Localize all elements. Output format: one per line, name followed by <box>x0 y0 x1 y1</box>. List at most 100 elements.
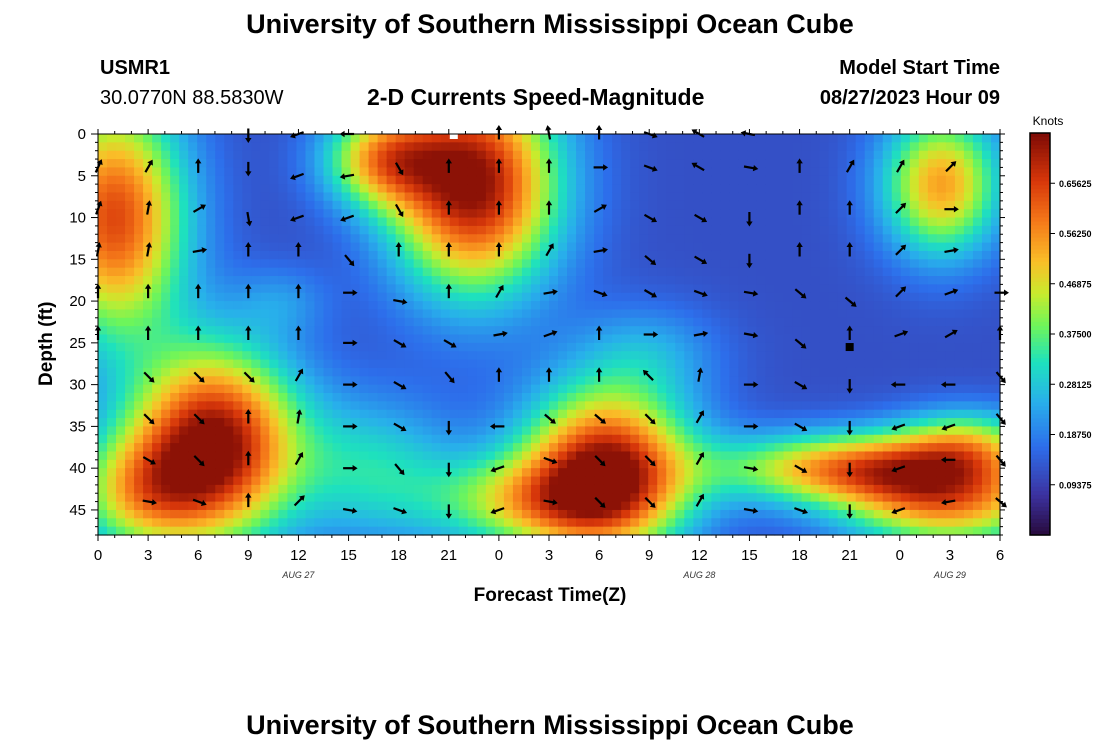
heatmap-cell <box>693 426 703 436</box>
heatmap-cell <box>864 242 875 252</box>
heatmap-cell <box>711 359 721 369</box>
heatmap-cell <box>657 493 667 503</box>
heatmap-cell <box>630 459 640 469</box>
heatmap-cell <box>413 267 424 277</box>
heatmap-cell <box>945 284 956 294</box>
heatmap-cell <box>485 159 496 169</box>
heatmap-cell <box>170 200 180 210</box>
heatmap-cell <box>449 225 460 235</box>
heatmap-cell <box>170 443 180 453</box>
heatmap-cell <box>621 317 631 327</box>
heatmap-cell <box>260 192 270 202</box>
heatmap-cell <box>621 476 631 486</box>
heatmap-cell <box>963 276 974 285</box>
heatmap-cell <box>440 484 451 494</box>
heatmap-cell <box>251 384 261 394</box>
heatmap-cell <box>792 451 803 461</box>
heatmap-cell <box>107 418 117 427</box>
heatmap-cell <box>990 526 1001 536</box>
heatmap-cell <box>386 225 397 235</box>
heatmap-cell <box>143 376 153 386</box>
heatmap-cell <box>323 184 334 194</box>
heatmap-cell <box>711 384 721 394</box>
heatmap-cell <box>539 159 550 169</box>
heatmap-cell <box>711 134 721 143</box>
heatmap-cell <box>305 443 316 453</box>
heatmap-cell <box>837 292 848 302</box>
heatmap-cell <box>774 351 785 361</box>
heatmap-cell <box>936 309 947 319</box>
heatmap-cell <box>603 351 613 361</box>
heatmap-cell <box>882 175 893 185</box>
heatmap-cell <box>206 401 216 411</box>
heatmap-cell <box>909 367 920 377</box>
heatmap-cell <box>918 250 929 260</box>
current-arrow <box>743 381 759 388</box>
heatmap-cell <box>945 518 956 528</box>
heatmap-cell <box>170 167 180 177</box>
heatmap-cell <box>810 192 821 202</box>
heatmap-cell <box>296 209 307 219</box>
heatmap-cell <box>603 342 613 352</box>
heatmap-cell <box>134 376 144 386</box>
heatmap-cell <box>567 342 577 352</box>
heatmap-cell <box>404 317 415 327</box>
heatmap-cell <box>224 276 234 285</box>
heatmap-cell <box>449 284 460 294</box>
heatmap-cell <box>783 217 794 227</box>
heatmap-cell <box>206 276 216 285</box>
heatmap-cell <box>359 234 370 244</box>
heatmap-cell <box>612 526 622 536</box>
heatmap-cell <box>675 392 685 402</box>
heatmap-cell <box>224 192 234 202</box>
heatmap-cell <box>197 342 207 352</box>
heatmap-cell <box>467 259 478 269</box>
current-arrow <box>593 164 609 171</box>
heatmap-cell <box>864 184 875 194</box>
heatmap-cell <box>530 301 541 311</box>
heatmap-cell <box>891 234 902 244</box>
heatmap-cell <box>639 259 649 269</box>
heatmap-cell <box>404 159 415 169</box>
heatmap-cell <box>395 234 406 244</box>
heatmap-cell <box>927 367 938 377</box>
heatmap-cell <box>774 367 785 377</box>
heatmap-cell <box>720 309 730 319</box>
current-arrow <box>142 456 156 465</box>
heatmap-cell <box>413 501 424 511</box>
heatmap-cell <box>215 351 225 361</box>
heatmap-cell <box>576 276 586 285</box>
heatmap-cell <box>341 142 352 152</box>
heatmap-cell <box>332 434 343 444</box>
heatmap-cell <box>855 276 866 285</box>
heatmap-cell <box>377 200 388 210</box>
heatmap-cell <box>350 418 361 427</box>
heatmap-cell <box>422 150 433 160</box>
heatmap-cell <box>954 326 965 336</box>
heatmap-cell <box>972 267 983 277</box>
heatmap-cell <box>278 484 289 494</box>
heatmap-cell <box>801 284 812 294</box>
heatmap-cell <box>458 501 469 511</box>
heatmap-cell <box>594 317 604 327</box>
heatmap-cell <box>756 167 767 177</box>
heatmap-cell <box>413 292 424 302</box>
heatmap-cell <box>981 317 992 327</box>
heatmap-cell <box>729 250 740 260</box>
heatmap-cell <box>765 267 776 277</box>
heatmap-cell <box>666 493 676 503</box>
heatmap-cell <box>152 301 162 311</box>
heatmap-cell <box>116 326 126 336</box>
heatmap-cell <box>765 200 776 210</box>
heatmap-cell <box>359 259 370 269</box>
heatmap-cell <box>567 526 577 536</box>
heatmap-cell <box>801 242 812 252</box>
heatmap-cell <box>386 526 397 536</box>
heatmap-cell <box>332 192 343 202</box>
heatmap-cell <box>215 434 225 444</box>
current-arrow <box>695 493 705 507</box>
heatmap-cell <box>530 418 541 427</box>
heatmap-cell <box>305 192 316 202</box>
heatmap-cell <box>377 309 388 319</box>
heatmap-cell <box>269 217 279 227</box>
